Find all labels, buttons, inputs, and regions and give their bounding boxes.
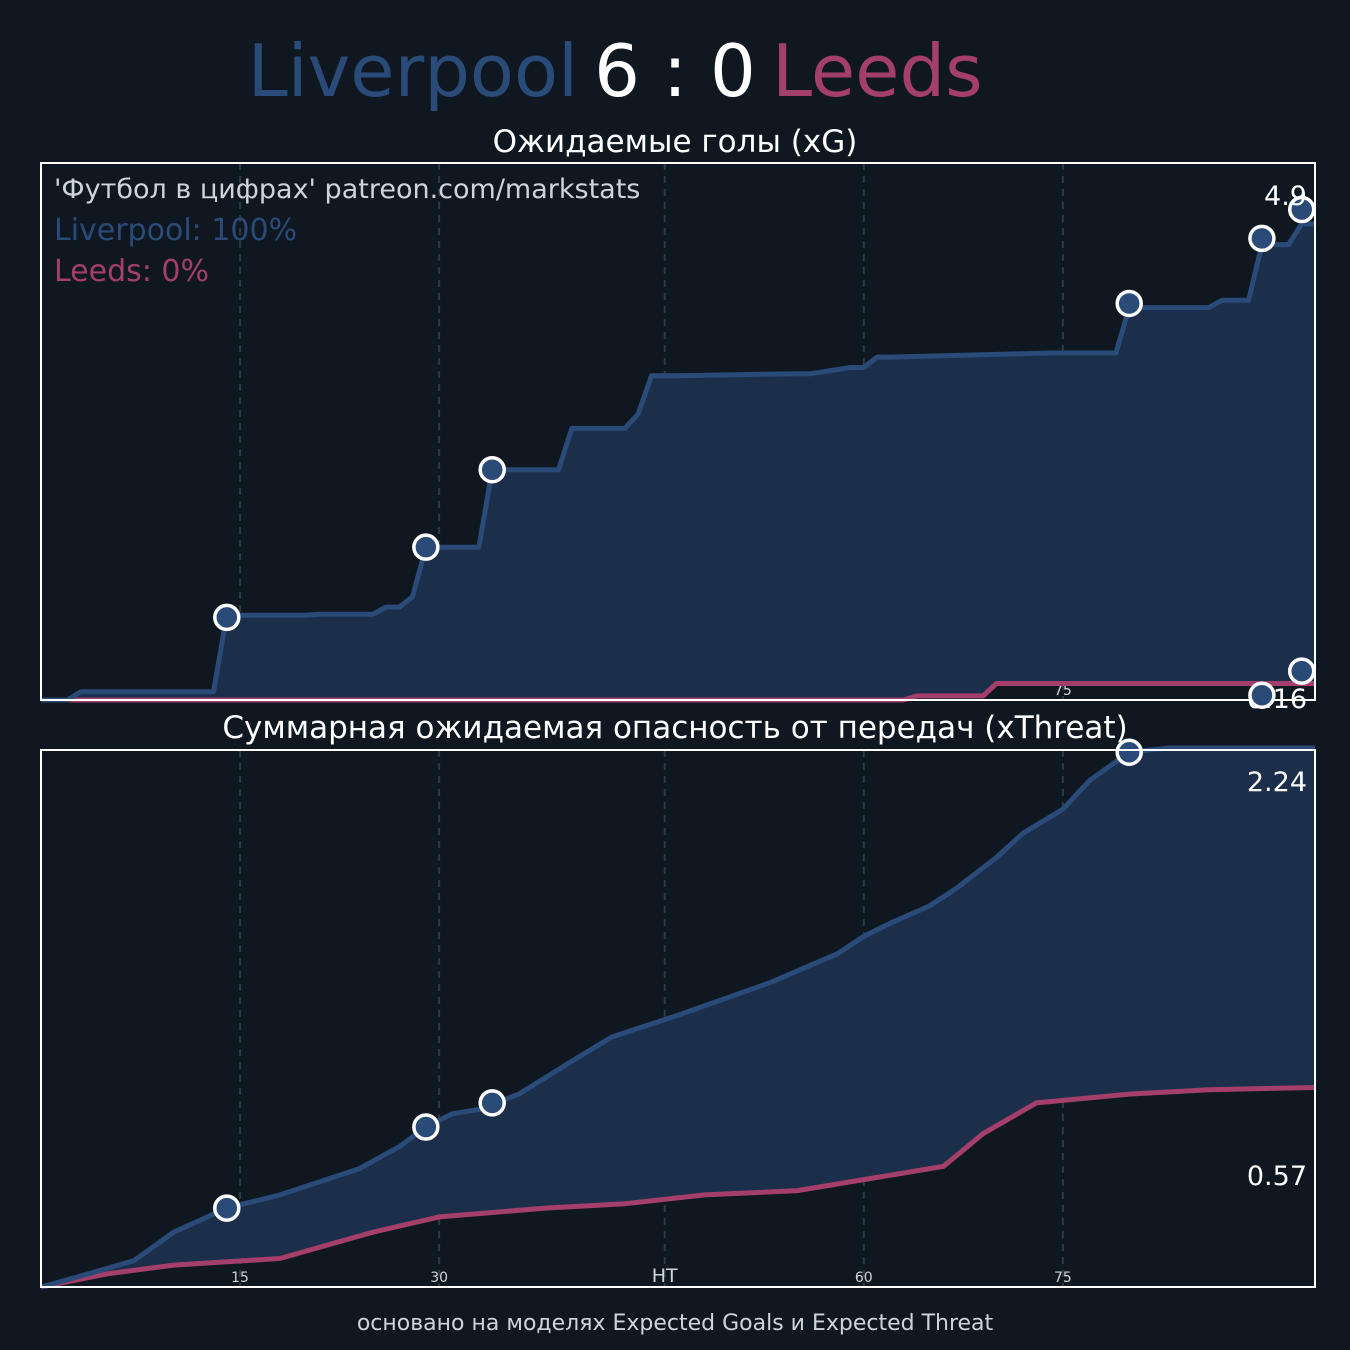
home-total-label: 2.24: [1247, 767, 1307, 798]
x-tick-label: 75: [1054, 1270, 1072, 1286]
home-win-probability: Liverpool: 100%: [54, 213, 297, 248]
goal-marker: [1248, 681, 1276, 709]
xthreat-chart-title: Суммарная ожидаемая опасность от передач…: [222, 710, 1127, 746]
away-total-label: 0.57: [1247, 1161, 1307, 1192]
home-series-line: [41, 221, 1315, 703]
home-area-fill: [41, 223, 1315, 700]
match-score: 6 : 0: [594, 29, 756, 113]
goal-marker: [213, 1194, 241, 1222]
x-tick-label: 75: [1054, 683, 1072, 699]
xg-chart: 1530HT60754.90.16: [40, 162, 1316, 715]
x-tick-label: 30: [430, 1270, 448, 1286]
goal-marker: [213, 603, 241, 632]
chart-frame: [40, 162, 1316, 701]
goal-marker: [1115, 738, 1143, 766]
x-tick-label: 15: [231, 1270, 249, 1286]
footer-note: основано на моделях Expected Goals и Exp…: [357, 1311, 994, 1336]
goal-marker: [1248, 224, 1276, 253]
xg-chart-title: Ожидаемые голы (xG): [493, 124, 858, 160]
chart-frame: [40, 749, 1316, 1288]
goal-marker: [412, 533, 440, 561]
home-team-name: Liverpool: [248, 29, 578, 113]
away-team-name: Leeds: [772, 29, 983, 113]
goal-marker: [1287, 657, 1316, 685]
home-total-label: 4.9: [1264, 181, 1307, 212]
away-series-line: [40, 1085, 1316, 1290]
x-tick-label: HT: [652, 1265, 678, 1287]
goal-marker: [1115, 289, 1143, 318]
x-tick-label: 60: [855, 1270, 873, 1286]
goal-marker: [478, 455, 506, 484]
watermark: 'Футбол в цифрах' patreon.com/markstats: [54, 174, 640, 205]
away-win-probability: Leeds: 0%: [54, 254, 209, 289]
goal-marker: [478, 1089, 506, 1117]
goal-marker: [412, 1113, 440, 1141]
xthreat-chart: 15 30 HT 60 75 2.24 0.57: [40, 657, 1316, 1290]
goal-marker: [1287, 195, 1316, 224]
